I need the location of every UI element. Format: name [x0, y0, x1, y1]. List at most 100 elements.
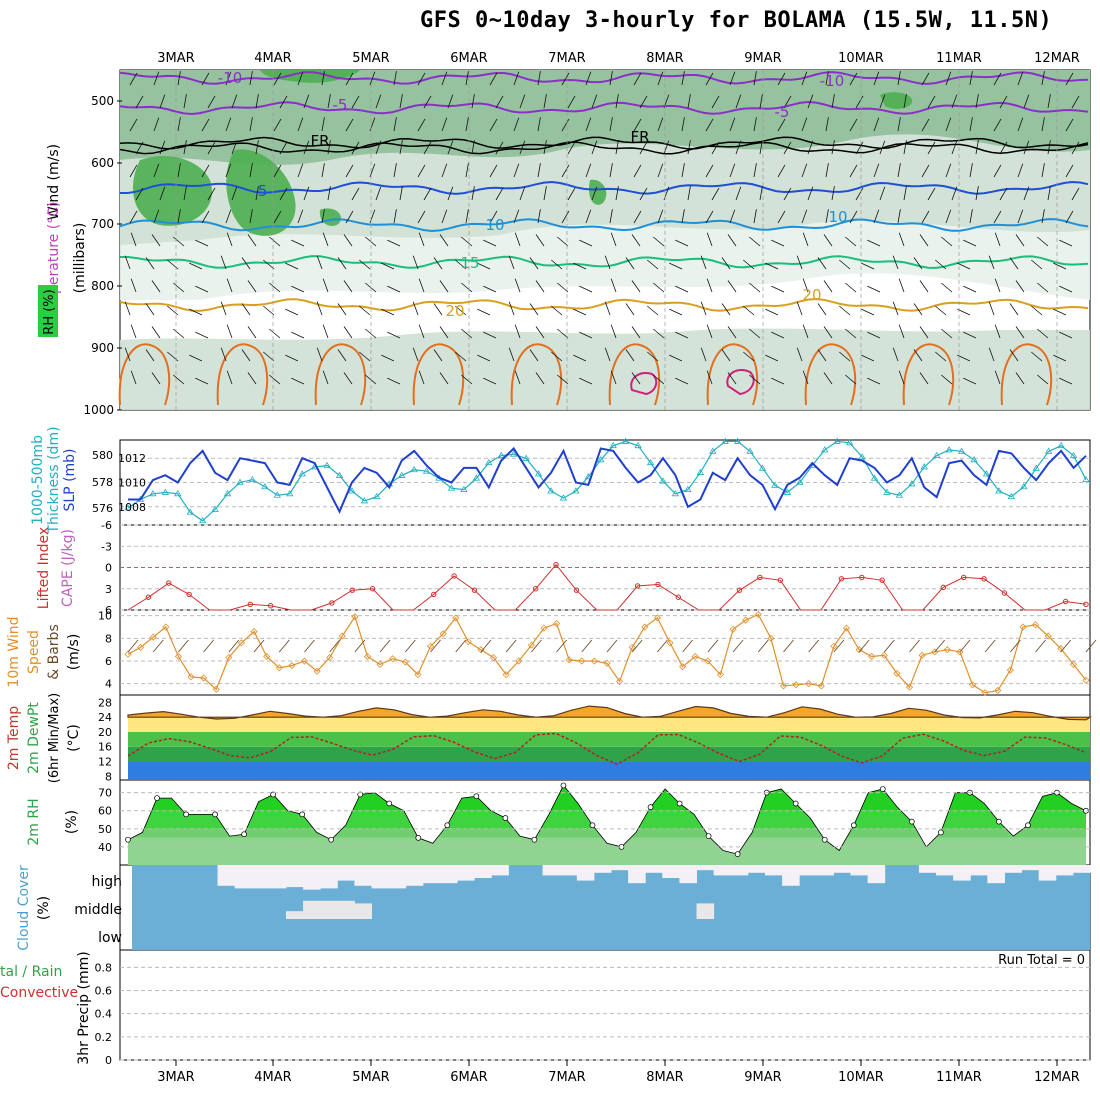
slp-ylabel: SLP (mb) — [62, 448, 78, 511]
wind-barb — [675, 239, 689, 247]
wind-barb — [796, 301, 803, 316]
wind-barb — [802, 232, 809, 247]
wind-speed-point — [401, 658, 409, 666]
wind-barb — [879, 140, 886, 155]
lifted-index-point — [349, 587, 355, 593]
wind-barb — [681, 163, 685, 178]
wind-barb — [241, 349, 251, 362]
cloud-high-bar — [371, 865, 390, 889]
wind-barb-10m — [984, 639, 996, 653]
wind-barb — [225, 71, 232, 86]
thickness-left-tick: 578 — [92, 476, 113, 489]
pressure-axis: 500 600 700 800 900 1000 — [83, 94, 122, 417]
wind-barb — [609, 117, 613, 132]
cloud-high-bar — [662, 865, 680, 878]
wind-barb — [471, 186, 475, 201]
thickness-point — [323, 461, 331, 468]
thickness-point — [957, 447, 966, 454]
wind-barb-10m — [455, 639, 467, 653]
wind-barb — [823, 234, 833, 247]
wind-barb — [447, 94, 454, 109]
wind-barb — [231, 94, 238, 109]
wind-barb-10m — [404, 639, 416, 653]
bottom-date-label: 5MAR — [352, 1070, 389, 1085]
wind-barb-10m — [556, 639, 567, 653]
wind-barb — [796, 347, 803, 362]
wind-barb — [705, 210, 714, 224]
cloud-high-bar — [645, 865, 663, 873]
warm-contour — [706, 343, 759, 406]
wind-barb — [201, 210, 210, 224]
wind-barb — [993, 210, 1002, 224]
upper-ylabel-rh: RH (%) — [42, 289, 57, 334]
wind-barb — [653, 328, 665, 339]
rh-point — [792, 800, 799, 807]
wind-barb — [151, 234, 161, 247]
wind-barb — [483, 331, 497, 339]
wind-barb — [898, 370, 905, 385]
wind-barb — [963, 239, 977, 247]
wind-barb — [993, 118, 1002, 132]
wind-barb — [129, 72, 138, 86]
wind-speed-point — [162, 623, 170, 631]
wind-barb-10m — [1035, 639, 1046, 653]
wind-barb — [994, 232, 1001, 247]
pressure-tick-label: 600 — [91, 156, 114, 170]
wind-barb — [375, 94, 382, 109]
wind-barb — [669, 308, 683, 316]
wind-speed-point — [767, 634, 775, 642]
wind-barb — [609, 71, 613, 86]
wind-barb — [297, 71, 304, 86]
cloud-mid-bar — [303, 900, 321, 919]
wind-barb — [610, 278, 617, 293]
wind-barb — [513, 209, 520, 224]
lifted-index-point — [1083, 601, 1089, 608]
thickness-point — [572, 487, 580, 494]
rh-shade-region — [260, 70, 360, 83]
wind-barb — [183, 94, 187, 109]
lifted-index-point — [736, 587, 743, 593]
wind-barb — [1017, 209, 1024, 224]
wind-barb — [375, 186, 382, 201]
wind-barb — [585, 117, 592, 132]
wind-barb — [604, 255, 611, 270]
wind-barb — [461, 282, 473, 293]
wind-barb — [285, 262, 299, 270]
wind-barb — [130, 324, 137, 339]
thickness-point — [932, 451, 941, 458]
wind-barb — [753, 163, 757, 178]
wind-barb — [633, 72, 642, 86]
wind-barb — [921, 164, 930, 178]
wind-barb — [337, 349, 347, 362]
wind-barb — [418, 278, 425, 293]
wind-barb — [892, 347, 899, 362]
wind-barb — [249, 209, 253, 224]
wind-speed-point — [137, 643, 145, 651]
wind-barb-10m — [959, 639, 971, 653]
wind-barb — [825, 163, 829, 178]
thickness-point — [646, 458, 655, 466]
wind-barb — [519, 186, 526, 201]
wind-barb — [610, 370, 617, 385]
wind-barb — [675, 285, 689, 293]
wind-barb — [263, 305, 275, 316]
wind-barb — [777, 72, 786, 86]
wind-barb — [249, 71, 253, 86]
temperature-contour — [119, 218, 1089, 233]
temperature-contour — [120, 180, 1089, 195]
wind-speed-point — [981, 689, 989, 697]
wind-barb — [639, 141, 648, 155]
wind-barb — [653, 374, 665, 385]
wind-barb — [823, 326, 833, 339]
wind-barb — [935, 351, 947, 362]
wind-barb — [941, 236, 953, 247]
wind-barb — [855, 141, 864, 155]
thickness-point — [883, 488, 891, 495]
wind-barb — [921, 210, 930, 224]
temp-tick: 16 — [98, 741, 112, 754]
lifted-index-point — [369, 586, 376, 592]
wind-barb — [639, 187, 648, 201]
wind-barb — [639, 95, 648, 109]
rh-point — [705, 833, 712, 839]
